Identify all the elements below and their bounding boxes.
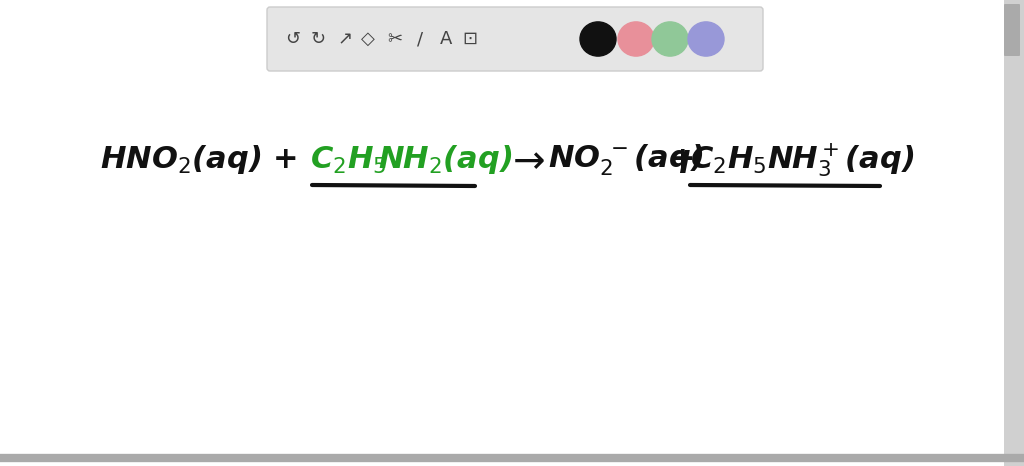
Ellipse shape [652, 22, 688, 56]
Ellipse shape [618, 22, 654, 56]
Ellipse shape [688, 22, 724, 56]
Text: NO$_2^{\ -}$(aq): NO$_2^{\ -}$(aq) [548, 142, 703, 178]
FancyBboxPatch shape [1004, 4, 1020, 56]
Text: NH$_2$(aq): NH$_2$(aq) [378, 144, 512, 177]
Text: /: / [417, 30, 423, 48]
Text: ◇: ◇ [361, 30, 375, 48]
Text: ⊡: ⊡ [463, 30, 477, 48]
Text: ↻: ↻ [310, 30, 326, 48]
Text: C$_2$H$_5$: C$_2$H$_5$ [310, 144, 387, 176]
Ellipse shape [580, 22, 616, 56]
Text: C$_2$H$_5$NH$_3^+$(aq): C$_2$H$_5$NH$_3^+$(aq) [690, 141, 914, 179]
Text: ✂: ✂ [387, 30, 402, 48]
FancyBboxPatch shape [267, 7, 763, 71]
FancyBboxPatch shape [1004, 0, 1024, 466]
Text: +: + [670, 145, 695, 174]
Text: $\rightarrow$: $\rightarrow$ [505, 141, 545, 179]
Text: ↗: ↗ [338, 30, 352, 48]
Text: A: A [440, 30, 453, 48]
Text: HNO$_2$(aq) +: HNO$_2$(aq) + [100, 144, 297, 177]
Text: ↺: ↺ [286, 30, 301, 48]
